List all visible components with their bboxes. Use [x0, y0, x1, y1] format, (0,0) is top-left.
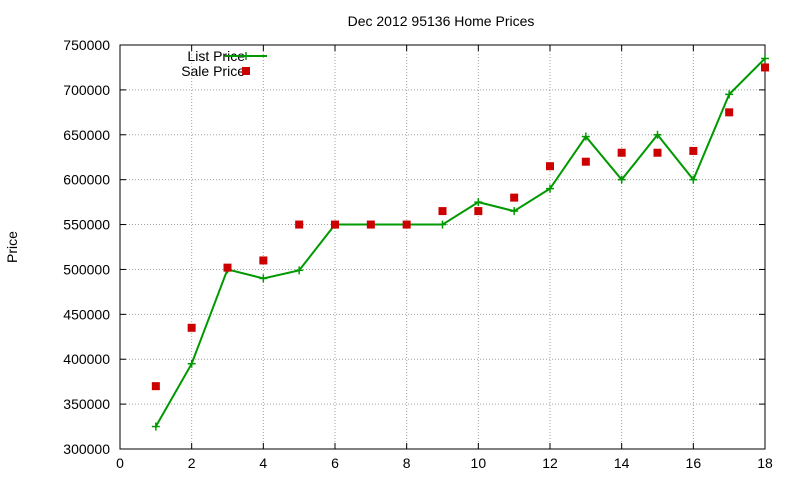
x-tick-label: 14 [614, 455, 630, 471]
legend-label: List Price [187, 48, 245, 64]
sale-price-point [366, 220, 375, 229]
sale-price-point [510, 193, 519, 202]
sale-price-point [725, 108, 734, 117]
sale-price-point [331, 220, 339, 229]
sale-price-point [223, 263, 232, 272]
x-tick-label: 8 [403, 455, 411, 471]
list-price-point [725, 90, 734, 99]
list-price-line [154, 57, 766, 428]
series-layer [151, 54, 769, 431]
sale-price-point [761, 63, 769, 72]
list-price-point [510, 207, 519, 216]
y-tick-label: 750000 [63, 37, 110, 53]
list-price-point [151, 422, 160, 431]
sale-price-point [653, 148, 662, 157]
x-tick-label: 2 [188, 455, 196, 471]
x-tick-label: 6 [331, 455, 339, 471]
sale-price-point [617, 148, 626, 157]
sale-price-point [402, 220, 411, 229]
y-tick-label: 350000 [63, 396, 110, 412]
y-tick-label: 550000 [63, 217, 110, 233]
legend-square-marker [242, 67, 250, 75]
list-price-point [187, 359, 196, 368]
list-price-point [546, 184, 554, 193]
list-price-point [689, 175, 698, 184]
chart-title: Dec 2012 95136 Home Prices [348, 13, 535, 29]
legend-plus-marker [242, 52, 250, 60]
sale-price-point [581, 157, 590, 166]
y-tick-label: 300000 [63, 441, 110, 457]
y-axis-label: Price [4, 231, 20, 263]
sale-price-point [474, 207, 483, 216]
y-tick-label: 650000 [63, 127, 110, 143]
list-price-point [438, 220, 447, 229]
y-tick-label: 450000 [63, 306, 110, 322]
axes: 0 2 4 6 8 10 12 14 16 18 300000 350000 400000 450000 5… [63, 37, 773, 471]
x-tick-label: 16 [686, 455, 702, 471]
y-tick-label: 600000 [63, 172, 110, 188]
sale-price-point [187, 323, 196, 332]
series-0 [151, 54, 769, 431]
x-tick-label: 10 [471, 455, 487, 471]
list-price-point [617, 175, 626, 184]
list-price-point [581, 132, 590, 141]
sale-price-point [151, 382, 160, 391]
sale-price-point [689, 146, 698, 155]
x-tick-label: 4 [259, 455, 267, 471]
grid [120, 45, 765, 449]
x-tick-label: 18 [757, 455, 773, 471]
legend-label: Sale Price [181, 63, 245, 79]
x-tick-label: 0 [116, 455, 124, 471]
y-tick-label: 700000 [63, 82, 110, 98]
list-price-point [761, 54, 769, 63]
list-price-point [474, 198, 483, 207]
list-price-point [653, 130, 662, 139]
plot-border [119, 44, 766, 450]
list-price-point [259, 274, 268, 283]
sale-price-point [546, 162, 554, 171]
list-price-point [295, 266, 304, 275]
series-1 [151, 63, 769, 391]
sale-price-point [259, 256, 268, 265]
sale-price-point [295, 220, 304, 229]
y-tick-label: 500000 [63, 261, 110, 277]
y-tick-label: 400000 [63, 351, 110, 367]
sale-price-point [438, 207, 447, 216]
x-tick-label: 12 [542, 455, 558, 471]
